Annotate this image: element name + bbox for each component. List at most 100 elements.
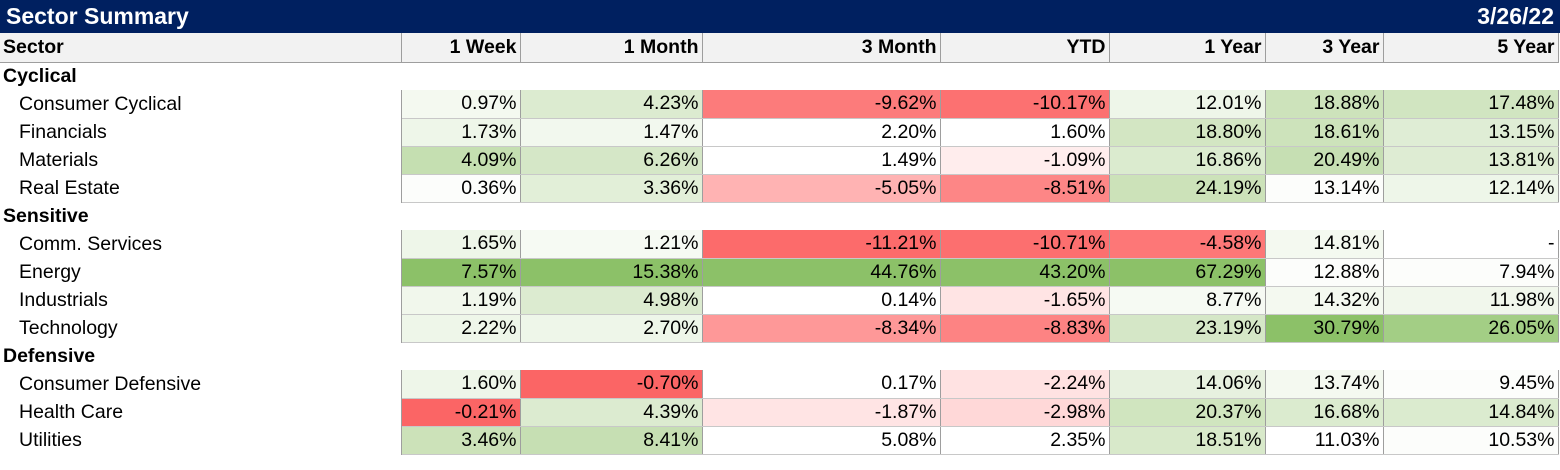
value-cell[interactable]: -10.17% [940, 90, 1110, 119]
value-cell[interactable]: 2.22% [401, 314, 521, 343]
value-cell[interactable]: 12.14% [1383, 174, 1559, 203]
sector-name-cell[interactable]: Technology [0, 314, 402, 342]
value-cell[interactable]: 30.79% [1265, 314, 1384, 343]
value-cell[interactable]: 8.41% [520, 426, 703, 455]
sector-name-cell[interactable]: Energy [0, 258, 402, 286]
value-cell[interactable]: 18.51% [1109, 426, 1266, 455]
value-cell[interactable]: 3.36% [520, 174, 703, 203]
sector-name-cell[interactable]: Financials [0, 118, 402, 146]
value-cell[interactable]: 14.81% [1265, 230, 1384, 259]
value-cell[interactable]: 12.01% [1109, 90, 1266, 119]
value-cell[interactable]: 4.98% [520, 286, 703, 315]
sector-name-cell[interactable]: Industrials [0, 286, 402, 314]
value-cell[interactable]: 7.94% [1383, 258, 1559, 287]
value-cell[interactable]: -8.34% [702, 314, 941, 343]
value-cell[interactable]: 26.05% [1383, 314, 1559, 343]
value-cell[interactable]: 2.35% [940, 426, 1110, 455]
value-cell[interactable]: 4.39% [520, 398, 703, 427]
value-cell[interactable]: 13.15% [1383, 118, 1559, 147]
sector-name-cell[interactable]: Materials [0, 146, 402, 174]
value-cell[interactable]: 0.14% [702, 286, 941, 315]
col-header-5-year[interactable]: 5 Year [1383, 33, 1559, 63]
value-cell[interactable]: 24.19% [1109, 174, 1266, 203]
value-cell[interactable]: 9.45% [1383, 370, 1559, 399]
value-cell[interactable]: 11.98% [1383, 286, 1559, 315]
value-cell[interactable]: 20.49% [1265, 146, 1384, 175]
value-cell[interactable]: 1.19% [401, 286, 521, 315]
value-cell[interactable]: 1.21% [520, 230, 703, 259]
value-cell[interactable]: -1.09% [940, 146, 1110, 175]
value-cell[interactable]: 1.73% [401, 118, 521, 147]
value-cell[interactable]: 14.32% [1265, 286, 1384, 315]
value-cell[interactable]: 1.47% [520, 118, 703, 147]
value-cell[interactable]: 8.77% [1109, 286, 1266, 315]
value-cell[interactable]: 13.14% [1265, 174, 1384, 203]
value-cell[interactable]: 18.61% [1265, 118, 1384, 147]
value-cell[interactable]: 1.60% [401, 370, 521, 399]
value-cell[interactable]: -11.21% [702, 230, 941, 259]
value-cell[interactable]: 12.88% [1265, 258, 1384, 287]
value-cell[interactable]: -4.58% [1109, 230, 1266, 259]
sector-name-cell[interactable]: Consumer Defensive [0, 370, 402, 398]
value-cell[interactable]: 3.46% [401, 426, 521, 455]
value-cell[interactable]: -1.87% [702, 398, 941, 427]
group-label: Sensitive [0, 202, 1558, 230]
value-cell[interactable]: 2.20% [702, 118, 941, 147]
col-header-3-month[interactable]: 3 Month [702, 33, 941, 63]
value-cell[interactable]: 7.57% [401, 258, 521, 287]
value-cell[interactable]: 16.86% [1109, 146, 1266, 175]
value-cell[interactable]: -9.62% [702, 90, 941, 119]
value-cell[interactable]: 13.74% [1265, 370, 1384, 399]
value-cell[interactable]: 5.08% [702, 426, 941, 455]
col-header-3-year[interactable]: 3 Year [1265, 33, 1384, 63]
value-cell[interactable]: 0.17% [702, 370, 941, 399]
value-cell[interactable]: 15.38% [520, 258, 703, 287]
value-cell[interactable]: -8.83% [940, 314, 1110, 343]
value-cell[interactable]: 18.80% [1109, 118, 1266, 147]
value-cell[interactable]: - [1383, 230, 1559, 259]
value-cell[interactable]: 1.65% [401, 230, 521, 259]
col-header-ytd[interactable]: YTD [940, 33, 1110, 63]
value-cell[interactable]: -2.24% [940, 370, 1110, 399]
value-cell[interactable]: 23.19% [1109, 314, 1266, 343]
value-cell[interactable]: 11.03% [1265, 426, 1384, 455]
value-cell[interactable]: 2.70% [520, 314, 703, 343]
value-cell[interactable]: -0.70% [520, 370, 703, 399]
value-cell[interactable]: -2.98% [940, 398, 1110, 427]
value-cell[interactable]: -10.71% [940, 230, 1110, 259]
value-cell[interactable]: 0.36% [401, 174, 521, 203]
value-cell[interactable]: -5.05% [702, 174, 941, 203]
value-cell[interactable]: -0.21% [401, 398, 521, 427]
value-cell[interactable]: 1.49% [702, 146, 941, 175]
sector-name-cell[interactable]: Consumer Cyclical [0, 90, 402, 118]
value-cell[interactable]: 20.37% [1109, 398, 1266, 427]
group-row: Defensive [0, 342, 1558, 370]
value-cell[interactable]: 16.68% [1265, 398, 1384, 427]
value-cell[interactable]: 67.29% [1109, 258, 1266, 287]
table-row: Real Estate 0.36% 3.36% -5.05% -8.51% 24.19% 1… [0, 174, 1559, 203]
value-cell[interactable]: 44.76% [702, 258, 941, 287]
sector-name-cell[interactable]: Health Care [0, 398, 402, 426]
value-cell[interactable]: 6.26% [520, 146, 703, 175]
sector-name-cell[interactable]: Real Estate [0, 174, 402, 202]
value-cell[interactable]: -8.51% [940, 174, 1110, 203]
value-cell[interactable]: 18.88% [1265, 90, 1384, 119]
value-cell[interactable]: 17.48% [1383, 90, 1559, 119]
col-header-1-year[interactable]: 1 Year [1109, 33, 1266, 63]
value-cell[interactable]: 4.23% [520, 90, 703, 119]
col-header-1-month[interactable]: 1 Month [520, 33, 703, 63]
value-cell[interactable]: 10.53% [1383, 426, 1559, 455]
value-cell[interactable]: 1.60% [940, 118, 1110, 147]
value-cell[interactable]: 43.20% [940, 258, 1110, 287]
value-cell[interactable]: 14.84% [1383, 398, 1559, 427]
col-header-1-week[interactable]: 1 Week [401, 33, 521, 63]
value-cell[interactable]: 13.81% [1383, 146, 1559, 175]
sector-name-cell[interactable]: Comm. Services [0, 230, 402, 258]
value-cell[interactable]: -1.65% [940, 286, 1110, 315]
value-cell[interactable]: 4.09% [401, 146, 521, 175]
col-header-sector[interactable]: Sector [0, 33, 402, 63]
sector-name-cell[interactable]: Utilities [0, 426, 402, 454]
value-cell[interactable]: 14.06% [1109, 370, 1266, 399]
value-cell[interactable]: 0.97% [401, 90, 521, 119]
